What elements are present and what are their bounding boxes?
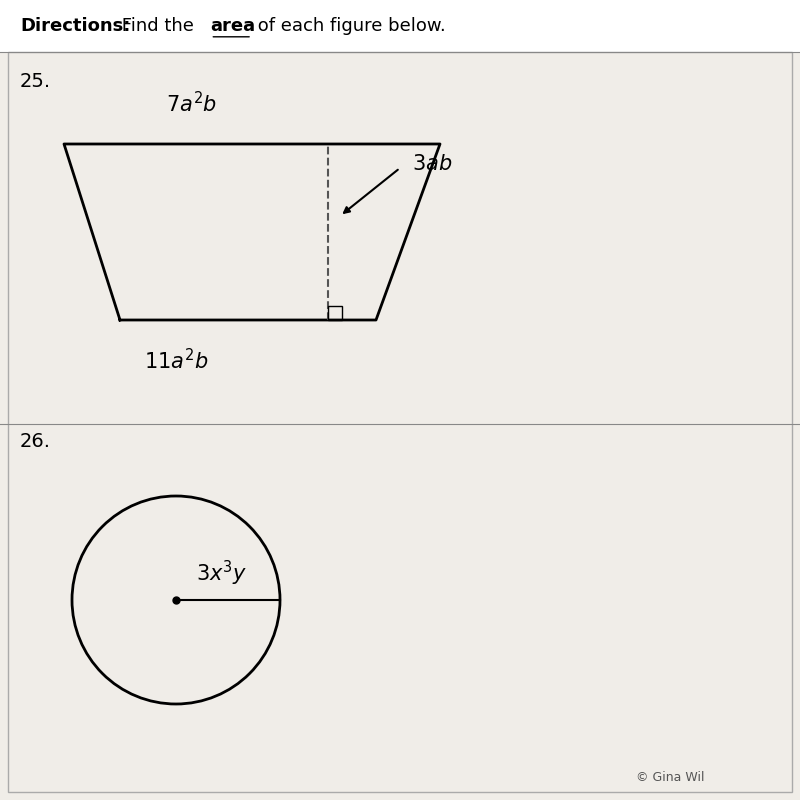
Text: $11a^2b$: $11a^2b$ xyxy=(144,348,208,373)
Text: © Gina Wil: © Gina Wil xyxy=(635,771,704,784)
Bar xyxy=(0,0,800,52)
Text: $3x^3y$: $3x^3y$ xyxy=(196,558,247,588)
Text: Find the: Find the xyxy=(116,18,200,35)
Text: 25.: 25. xyxy=(20,72,51,91)
Bar xyxy=(328,306,342,320)
Text: 26.: 26. xyxy=(20,432,51,451)
Text: $7a^2b$: $7a^2b$ xyxy=(166,90,218,116)
Text: Directions:: Directions: xyxy=(20,18,130,35)
Text: of each figure below.: of each figure below. xyxy=(252,18,446,35)
Text: $3ab$: $3ab$ xyxy=(412,154,452,174)
Text: area: area xyxy=(210,18,255,35)
